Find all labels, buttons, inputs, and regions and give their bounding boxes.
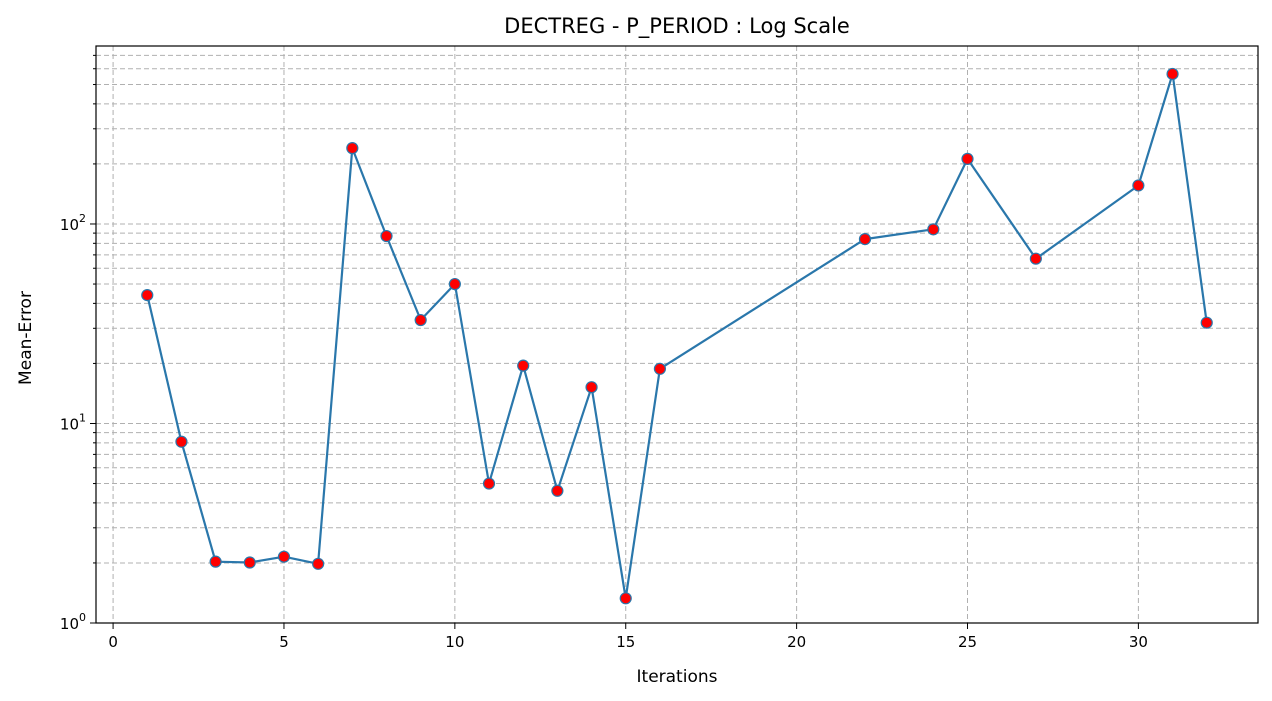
chart-title: DECTREG - P_PERIOD : Log Scale	[504, 14, 850, 39]
y-axis-label: Mean-Error	[16, 291, 36, 385]
data-point	[585, 381, 598, 394]
series-layer	[141, 67, 1213, 605]
data-point	[551, 484, 564, 497]
data-point	[619, 592, 632, 605]
x-tick-label: 25	[958, 633, 977, 651]
grid-layer	[96, 46, 1258, 623]
data-point	[653, 362, 667, 375]
data-point	[482, 477, 496, 490]
data-point	[1166, 67, 1179, 81]
x-axis-label: Iterations	[637, 667, 718, 687]
plot-frame	[95, 45, 1259, 624]
data-point	[312, 557, 325, 570]
data-point	[1132, 179, 1145, 192]
data-point	[1200, 316, 1213, 329]
data-point	[961, 152, 974, 165]
x-tick-label: 15	[616, 633, 635, 651]
data-point	[141, 289, 154, 302]
tick-layer: 0 5 10 15 20 25 30 100 101 102	[60, 54, 1148, 651]
data-point	[1029, 252, 1042, 265]
data-point	[927, 223, 940, 236]
data-point	[346, 142, 359, 155]
data-point	[517, 359, 530, 372]
x-tick-label: 20	[787, 633, 806, 651]
y-tick-label: 102	[60, 212, 86, 234]
data-point	[243, 556, 256, 569]
data-point	[448, 277, 461, 291]
series-line	[146, 72, 1208, 600]
x-tick-label: 10	[445, 633, 464, 651]
data-point	[380, 229, 393, 243]
x-tick-label: 30	[1129, 633, 1148, 651]
data-point	[414, 313, 427, 327]
x-tick-label: 0	[108, 633, 118, 651]
y-tick-label: 101	[60, 411, 86, 433]
data-point	[175, 435, 188, 448]
data-point	[277, 550, 291, 563]
x-tick-label: 5	[279, 633, 289, 651]
y-tick-label: 100	[60, 611, 86, 633]
data-point	[858, 232, 872, 246]
data-point	[209, 555, 222, 568]
